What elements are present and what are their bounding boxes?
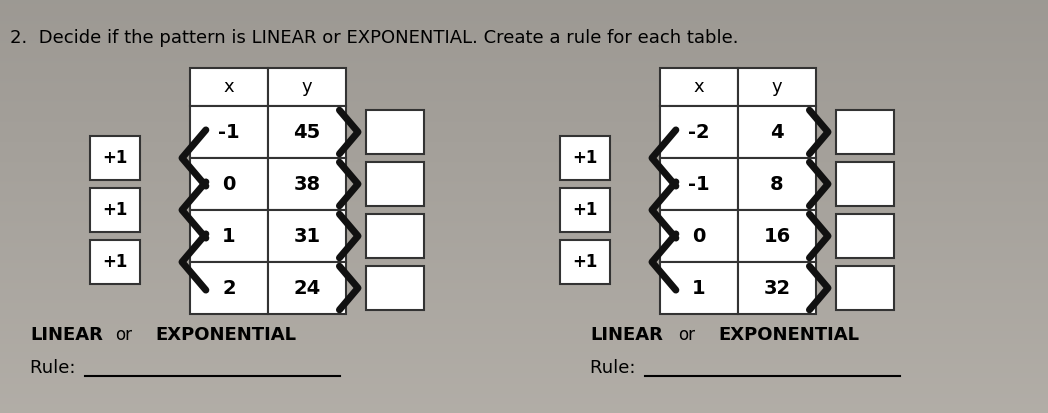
Bar bbox=[560, 188, 610, 232]
Text: EXPONENTIAL: EXPONENTIAL bbox=[718, 326, 859, 344]
Bar bbox=[660, 158, 738, 210]
Bar bbox=[90, 240, 140, 284]
Text: +1: +1 bbox=[572, 149, 597, 167]
Text: 2.  Decide if the pattern is LINEAR or EXPONENTIAL. Create a rule for each table: 2. Decide if the pattern is LINEAR or EX… bbox=[10, 29, 739, 47]
Bar bbox=[190, 158, 268, 210]
Bar bbox=[836, 162, 894, 206]
Bar bbox=[560, 240, 610, 284]
Text: or: or bbox=[115, 326, 132, 344]
Text: 4: 4 bbox=[770, 123, 784, 142]
Bar bbox=[738, 210, 816, 262]
Text: 24: 24 bbox=[293, 278, 321, 297]
Text: -2: -2 bbox=[689, 123, 709, 142]
Text: +1: +1 bbox=[103, 253, 128, 271]
Text: 32: 32 bbox=[763, 278, 790, 297]
Text: Rule:: Rule: bbox=[590, 359, 641, 377]
Bar bbox=[90, 188, 140, 232]
Text: 16: 16 bbox=[763, 226, 790, 245]
Bar bbox=[738, 262, 816, 314]
Bar bbox=[366, 162, 424, 206]
Text: LINEAR: LINEAR bbox=[30, 326, 103, 344]
Text: x: x bbox=[223, 78, 235, 96]
Bar bbox=[366, 266, 424, 310]
Text: -1: -1 bbox=[689, 175, 709, 194]
Text: LINEAR: LINEAR bbox=[590, 326, 663, 344]
Bar bbox=[268, 106, 346, 158]
Text: EXPONENTIAL: EXPONENTIAL bbox=[155, 326, 296, 344]
Text: +1: +1 bbox=[103, 149, 128, 167]
Text: 1: 1 bbox=[222, 226, 236, 245]
Text: 8: 8 bbox=[770, 175, 784, 194]
Bar bbox=[190, 262, 268, 314]
Bar bbox=[660, 210, 738, 262]
Bar bbox=[738, 106, 816, 158]
Bar bbox=[268, 158, 346, 210]
Bar bbox=[366, 214, 424, 258]
Bar bbox=[190, 210, 268, 262]
Text: 1: 1 bbox=[692, 278, 705, 297]
Text: 2: 2 bbox=[222, 278, 236, 297]
Bar bbox=[738, 158, 816, 210]
Text: or: or bbox=[678, 326, 695, 344]
Text: +1: +1 bbox=[572, 253, 597, 271]
Bar bbox=[268, 68, 346, 106]
Text: x: x bbox=[694, 78, 704, 96]
Text: y: y bbox=[302, 78, 312, 96]
Text: 38: 38 bbox=[293, 175, 321, 194]
Bar bbox=[268, 210, 346, 262]
Bar bbox=[268, 262, 346, 314]
Bar bbox=[660, 106, 738, 158]
Text: +1: +1 bbox=[572, 201, 597, 219]
Text: 45: 45 bbox=[293, 123, 321, 142]
Text: y: y bbox=[771, 78, 782, 96]
Text: Rule:: Rule: bbox=[30, 359, 82, 377]
Text: 31: 31 bbox=[293, 226, 321, 245]
Bar bbox=[836, 214, 894, 258]
Bar bbox=[836, 110, 894, 154]
Bar bbox=[738, 68, 816, 106]
Text: 0: 0 bbox=[693, 226, 705, 245]
Bar bbox=[836, 266, 894, 310]
Bar bbox=[660, 262, 738, 314]
Bar bbox=[366, 110, 424, 154]
Bar bbox=[560, 136, 610, 180]
Text: -1: -1 bbox=[218, 123, 240, 142]
Bar bbox=[190, 68, 268, 106]
Bar bbox=[660, 68, 738, 106]
Bar bbox=[90, 136, 140, 180]
Text: 0: 0 bbox=[222, 175, 236, 194]
Text: +1: +1 bbox=[103, 201, 128, 219]
Bar bbox=[190, 106, 268, 158]
